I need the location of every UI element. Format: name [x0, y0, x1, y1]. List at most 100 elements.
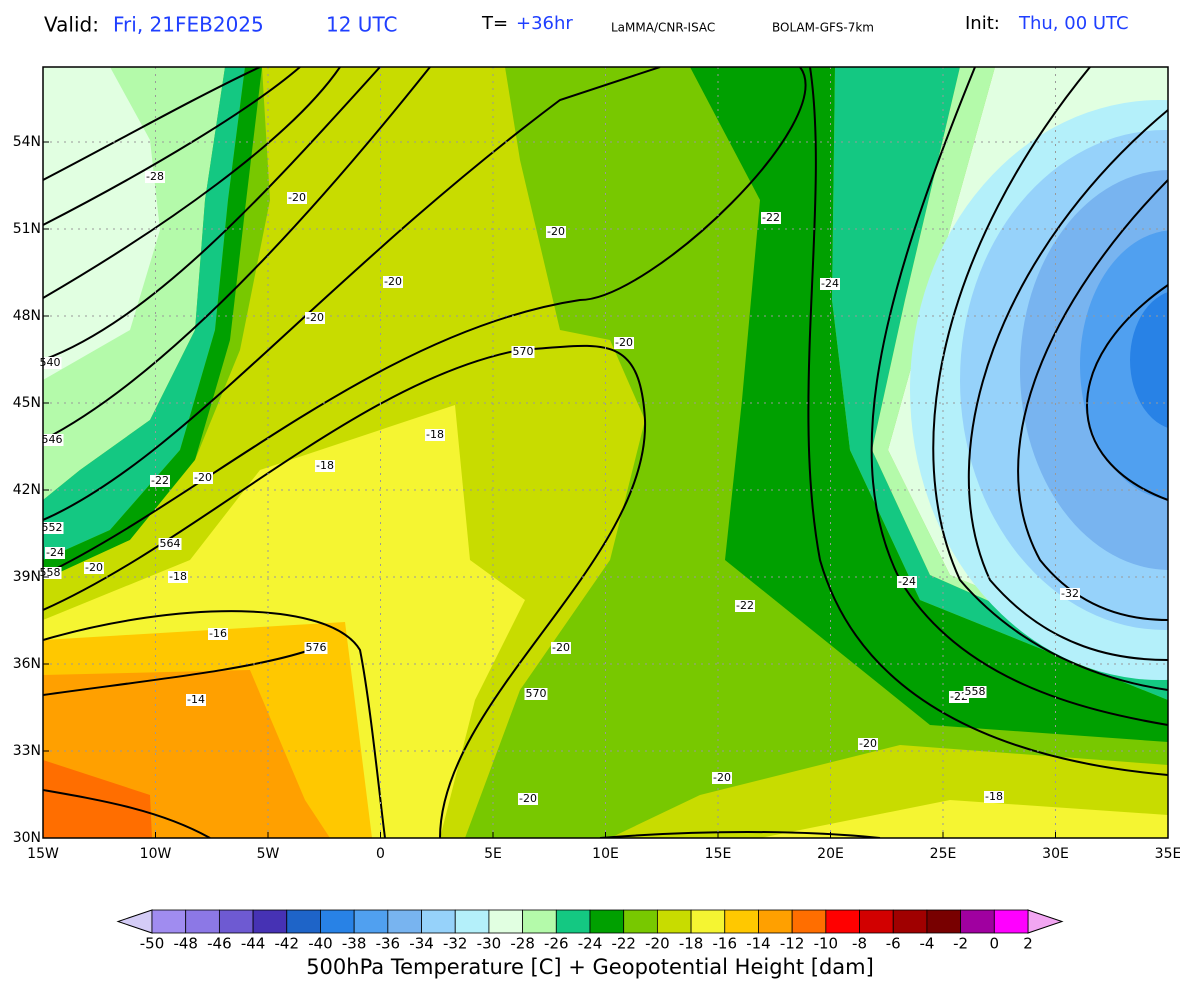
temperature-label: -20	[552, 641, 570, 654]
colorbar-label: -20	[645, 935, 670, 953]
temperature-label-bg	[897, 576, 917, 588]
init-label: Init:	[965, 13, 1000, 34]
colorbar-box	[218, 909, 254, 934]
colorbar-label: -50	[140, 935, 165, 953]
colorbar-box	[926, 909, 962, 934]
colorbar-box	[859, 909, 894, 934]
temperature-label: -16	[209, 627, 227, 640]
temperature-label-bg	[858, 738, 878, 750]
colorbar-label: 0	[990, 935, 1000, 953]
colorbar-title: 500hPa Temperature [C] + Geopotential He…	[306, 955, 874, 979]
temperature-label-bg	[383, 276, 403, 288]
temperature-label-bg	[186, 694, 206, 706]
colorbar-box	[421, 909, 456, 934]
temperature-label-bg	[614, 337, 634, 349]
colorbar-label: -42	[275, 935, 300, 953]
lon-label: 35E	[1155, 846, 1180, 862]
temperature-label: -18	[985, 790, 1003, 803]
colorbar-label: -32	[443, 935, 468, 953]
temperature-label-bg	[761, 212, 781, 224]
lon-label: 15E	[705, 846, 732, 862]
lat-label: 36N	[13, 656, 41, 672]
temperature-label-bg	[735, 600, 755, 612]
colorbar-label: -24	[578, 935, 603, 953]
temperature-label-bg	[518, 793, 538, 805]
height-label-bg	[38, 357, 62, 369]
lat-label: 42N	[13, 482, 41, 498]
temperature-label: -18	[169, 570, 187, 583]
colorbar-box	[623, 909, 658, 934]
colorbar-box	[454, 909, 490, 934]
colorbar-label: -26	[544, 935, 569, 953]
temperature-label: -20	[859, 737, 877, 750]
temperature-label-bg	[712, 772, 732, 784]
height-label-bg	[40, 434, 64, 446]
temperature-label-bg	[984, 791, 1004, 803]
height-label-bg	[304, 642, 328, 654]
colorbar-box	[589, 909, 625, 934]
colorbar-box	[758, 909, 793, 934]
valid-date: Fri, 21FEB2025	[113, 13, 264, 37]
lat-label: 33N	[13, 743, 41, 759]
height-label-bg	[524, 688, 548, 700]
colorbar-box	[825, 909, 860, 934]
temperature-label: -22	[950, 690, 968, 703]
height-label: 576	[306, 641, 327, 654]
temperature-label: -20	[85, 561, 103, 574]
height-label-bg	[511, 346, 535, 358]
temperature-label-bg	[208, 628, 228, 640]
source: LaMMA/CNR-ISAC	[611, 21, 715, 35]
colorbar-label: -22	[611, 935, 636, 953]
colorbar-high-arrow	[1027, 909, 1064, 934]
colorbar-label: -8	[852, 935, 867, 953]
lon-label: 25E	[930, 846, 957, 862]
temperature-label-bg	[315, 460, 335, 472]
temperature-label: -22	[151, 474, 169, 487]
colorbar: -50 -48 -46 -44 -42 -40 -38 -36 -34 -32 -30 -28 -26-…	[116, 909, 1064, 953]
lon-label: 30E	[1042, 846, 1069, 862]
valid-time: 12 UTC	[326, 13, 397, 37]
temperature-label: -20	[306, 311, 324, 324]
colorbar-box	[185, 909, 220, 934]
colorbar-label: -34	[409, 935, 434, 953]
contour-labels: -28 -20 -20 -22 -20 -24 -20 -20 -18 -18 -22 -20 -24 -…	[38, 170, 1080, 805]
lon-label: 20E	[817, 846, 844, 862]
colorbar-box	[151, 909, 187, 934]
height-label: 540	[40, 356, 61, 369]
lat-label: 54N	[13, 134, 41, 150]
temperature-label-bg	[45, 547, 65, 559]
colorbar-label: -38	[342, 935, 367, 953]
colorbar-box	[320, 909, 355, 934]
colorbar-box	[387, 909, 422, 934]
temperature-label-bg	[1060, 588, 1080, 600]
colorbar-label: -40	[308, 935, 333, 953]
colorbar-box	[656, 909, 692, 934]
height-label: 564	[160, 537, 181, 550]
temperature-label-bg	[425, 429, 445, 441]
temperature-label: -24	[821, 277, 839, 290]
graticule	[43, 67, 1168, 838]
colorbar-label: -16	[713, 935, 738, 953]
temperature-label: -18	[316, 459, 334, 472]
temperature-label: -20	[384, 275, 402, 288]
temperature-label-bg	[168, 571, 188, 583]
colorbar-low-arrow	[116, 909, 153, 934]
height-label-bg	[158, 538, 182, 550]
colorbar-label: -4	[919, 935, 934, 953]
colorbar-box	[353, 909, 389, 934]
temperature-field	[43, 67, 1168, 838]
colorbar-box	[960, 909, 995, 934]
height-contours	[43, 67, 1168, 838]
temperature-label: -20	[615, 336, 633, 349]
lon-label: 0	[376, 846, 385, 862]
lat-label: 48N	[13, 308, 41, 324]
temperature-label-bg	[287, 192, 307, 204]
temperature-label-bg	[84, 562, 104, 574]
colorbar-label: -48	[173, 935, 198, 953]
temperature-label-bg	[145, 171, 165, 183]
temperature-label-bg	[551, 642, 571, 654]
lon-label: 10W	[140, 846, 172, 862]
height-label: 558	[40, 566, 61, 579]
